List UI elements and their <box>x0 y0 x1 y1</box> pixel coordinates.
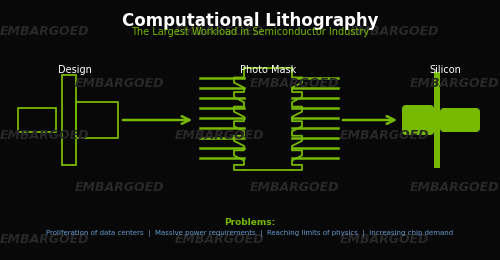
Text: Proliferation of data centers  |  Massive power requirements  |  Reaching limits: Proliferation of data centers | Massive … <box>46 230 454 237</box>
Text: EMBARGOED: EMBARGOED <box>0 129 90 142</box>
Bar <box>434 72 440 168</box>
Text: EMBARGOED: EMBARGOED <box>75 181 164 194</box>
Text: EMBARGOED: EMBARGOED <box>410 77 500 90</box>
Text: EMBARGOED: EMBARGOED <box>175 25 264 38</box>
Text: EMBARGOED: EMBARGOED <box>0 233 90 246</box>
Text: Photo Mask: Photo Mask <box>240 65 296 75</box>
Text: EMBARGOED: EMBARGOED <box>250 77 340 90</box>
Text: Design: Design <box>58 65 92 75</box>
Text: Silicon: Silicon <box>429 65 461 75</box>
Bar <box>76 102 118 138</box>
Text: EMBARGOED: EMBARGOED <box>250 181 340 194</box>
Text: EMBARGOED: EMBARGOED <box>175 233 264 246</box>
Bar <box>62 75 76 165</box>
Text: EMBARGOED: EMBARGOED <box>75 77 164 90</box>
FancyBboxPatch shape <box>402 105 434 135</box>
Text: The Largest Workload in Semiconductor Industry: The Largest Workload in Semiconductor In… <box>131 27 369 37</box>
Text: EMBARGOED: EMBARGOED <box>410 181 500 194</box>
Text: Problems:: Problems: <box>224 218 276 227</box>
Text: EMBARGOED: EMBARGOED <box>340 129 430 142</box>
Text: EMBARGOED: EMBARGOED <box>350 25 440 38</box>
Text: EMBARGOED: EMBARGOED <box>340 233 430 246</box>
FancyBboxPatch shape <box>440 108 480 132</box>
Text: EMBARGOED: EMBARGOED <box>175 129 264 142</box>
Bar <box>18 108 56 132</box>
Text: Computational Lithography: Computational Lithography <box>122 12 378 30</box>
Text: EMBARGOED: EMBARGOED <box>0 25 90 38</box>
